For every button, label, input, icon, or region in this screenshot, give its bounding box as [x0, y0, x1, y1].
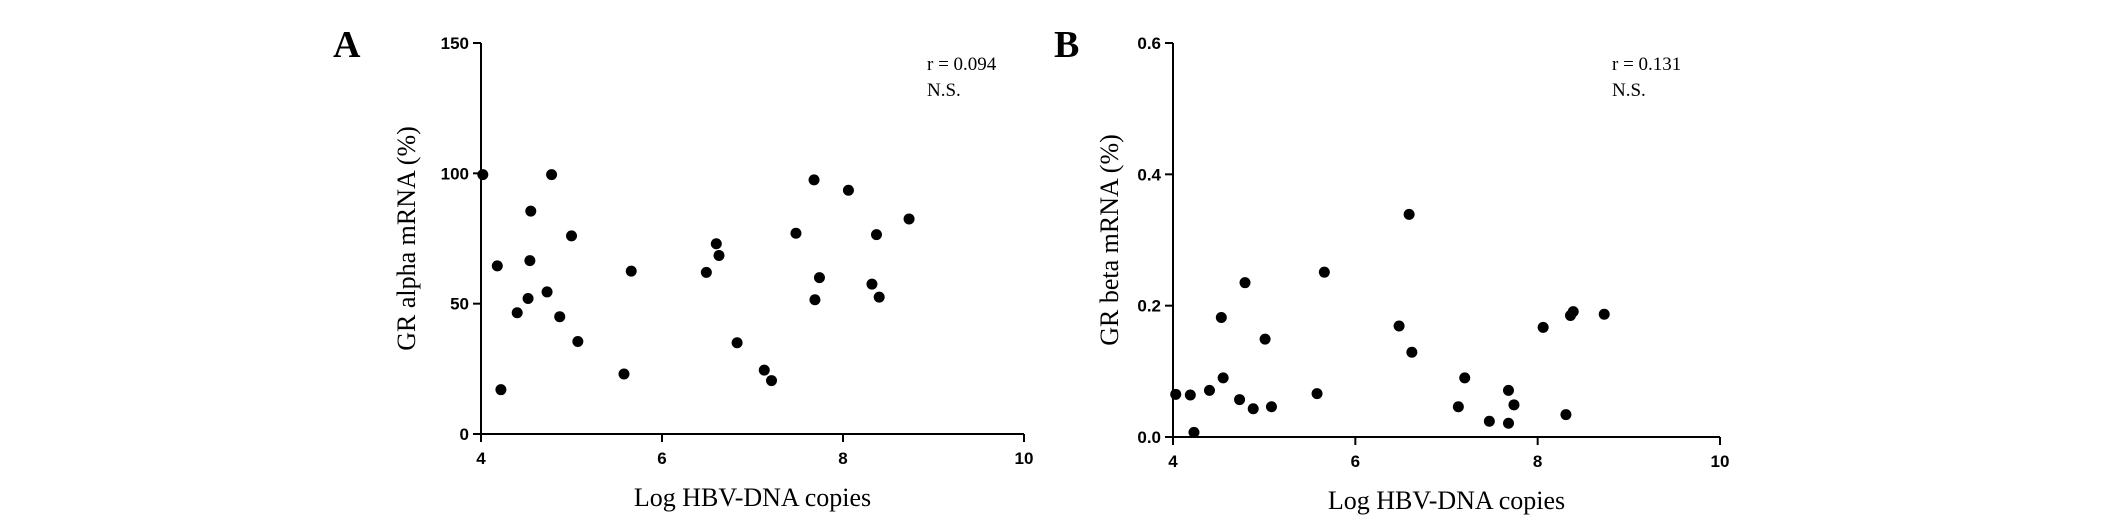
panel-b-y-tick-labels: 0.0 0.2 0.4 0.6 — [1137, 34, 1161, 447]
panel-b-x-tick-labels: 4 6 8 10 — [1168, 452, 1729, 471]
panel-a-data-point — [546, 169, 558, 181]
panel-a-data-point — [511, 307, 523, 319]
panel-b-letter: B — [1054, 24, 1079, 66]
panel-b-data-point — [1259, 333, 1271, 345]
panel-b-y-tick-label: 0.4 — [1137, 165, 1161, 184]
panel-a-y-tick-label: 0 — [460, 425, 469, 444]
panel-b: B 0.0 0.2 0.4 0.6 4 6 8 10 Log HBV-DNA c… — [1054, 24, 1729, 515]
panel-b-data-point — [1508, 399, 1520, 411]
panel-b-ticks — [1165, 42, 1721, 445]
panel-b-x-tick-label: 10 — [1711, 452, 1730, 471]
panel-b-data-point — [1215, 311, 1227, 323]
panel-a-data-point — [625, 265, 637, 277]
panel-b-x-tick-label: 6 — [1351, 452, 1360, 471]
panel-a-x-tick-label: 4 — [476, 449, 486, 468]
panel-a-data-point — [842, 184, 854, 196]
panel-a-data-point — [522, 292, 534, 304]
panel-a-y-tick-label: 100 — [441, 164, 469, 183]
panel-a-x-tick-labels: 4 6 8 10 — [476, 449, 1033, 468]
panel-b-x-tick-label: 8 — [1533, 452, 1542, 471]
panel-b-data-point — [1311, 388, 1323, 400]
panel-a-y-tick-label: 150 — [441, 34, 469, 53]
panel-a-data-point — [710, 238, 722, 250]
panel-b-data-point — [1537, 321, 1549, 333]
panel-a-data-point — [700, 266, 712, 278]
panel-a-x-tick-label: 10 — [1015, 449, 1034, 468]
panel-a-data-point — [491, 260, 503, 272]
panel-b-data-point — [1598, 308, 1610, 320]
panel-a-data-point — [495, 384, 507, 396]
panel-b-data-point — [1184, 389, 1196, 401]
panel-a-data-point — [572, 335, 584, 347]
panel-a-y-tick-labels: 0 50 100 150 — [441, 34, 469, 444]
panel-b-data-point — [1247, 403, 1259, 415]
panel-a-data-point — [813, 272, 825, 284]
panel-b-data-point — [1459, 372, 1471, 384]
panel-b-y-tick-label: 0.0 — [1137, 428, 1161, 447]
panel-a-data-point — [554, 311, 566, 323]
panel-a-data-point — [731, 337, 743, 349]
panel-a-data-point — [790, 227, 802, 239]
panel-a-ticks — [473, 42, 1025, 442]
panel-a-x-axis-title: Log HBV-DNA copies — [634, 483, 871, 512]
panel-b-x-tick-label: 4 — [1168, 452, 1178, 471]
panel-b-x-axis-title: Log HBV-DNA copies — [1328, 486, 1565, 515]
panel-b-y-tick-label: 0.6 — [1137, 34, 1161, 53]
panel-b-data-point — [1502, 384, 1514, 396]
panel-b-significance-label: N.S. — [1612, 80, 1646, 101]
panel-a-x-tick-label: 6 — [657, 449, 666, 468]
panel-a-data-point — [524, 255, 536, 267]
panel-b-correlation-label: r = 0.131 — [1612, 54, 1681, 75]
panel-a-correlation-label: r = 0.094 — [927, 54, 997, 75]
panel-b-data-point — [1393, 320, 1405, 332]
panel-b-data-point — [1406, 346, 1418, 358]
panel-b-data-point — [1483, 415, 1495, 427]
panel-b-data-point — [1567, 306, 1579, 318]
panel-a-points — [477, 169, 915, 396]
panel-b-data-point — [1318, 266, 1330, 278]
panel-a-data-point — [903, 213, 915, 225]
panel-a-x-tick-label: 8 — [838, 449, 847, 468]
panel-a-data-point — [566, 230, 577, 242]
panel-b-data-point — [1234, 394, 1246, 406]
panel-a-data-point — [870, 229, 882, 241]
panel-b-data-point — [1217, 372, 1229, 384]
panel-b-data-point — [1403, 208, 1415, 220]
panel-a-significance-label: N.S. — [927, 80, 961, 101]
panel-a-y-axis-title: GR alpha mRNA (%) — [392, 126, 421, 351]
panel-a-y-tick-label: 50 — [450, 295, 469, 314]
panel-b-data-point — [1265, 401, 1277, 413]
panel-a-data-point — [866, 278, 878, 290]
panel-b-points — [1170, 208, 1610, 438]
panel-a-data-point — [809, 294, 821, 306]
panel-b-data-point — [1170, 388, 1182, 400]
panel-a-data-point — [541, 286, 553, 298]
panel-b-data-point — [1502, 417, 1514, 429]
panel-a-data-point — [808, 174, 820, 186]
panel-b-y-tick-label: 0.2 — [1137, 297, 1161, 316]
panel-a-data-point — [766, 375, 778, 387]
panel-a-data-point — [758, 364, 770, 376]
panel-a-data-point — [525, 205, 537, 217]
panel-b-y-axis-title: GR beta mRNA (%) — [1095, 134, 1124, 346]
panel-a-data-point — [477, 169, 489, 181]
panel-b-data-point — [1452, 401, 1464, 413]
panel-b-data-point — [1560, 409, 1572, 421]
panel-b-data-point — [1203, 384, 1215, 396]
panel-a: A 0 50 100 150 4 6 8 10 Log HBV-DNA copi… — [333, 24, 1033, 512]
panel-a-data-point — [713, 249, 725, 261]
panel-b-data-point — [1239, 277, 1251, 289]
panel-a-letter: A — [333, 24, 361, 66]
panel-a-data-point — [873, 291, 885, 303]
panel-b-data-point — [1188, 426, 1200, 438]
panel-a-data-point — [618, 368, 630, 380]
